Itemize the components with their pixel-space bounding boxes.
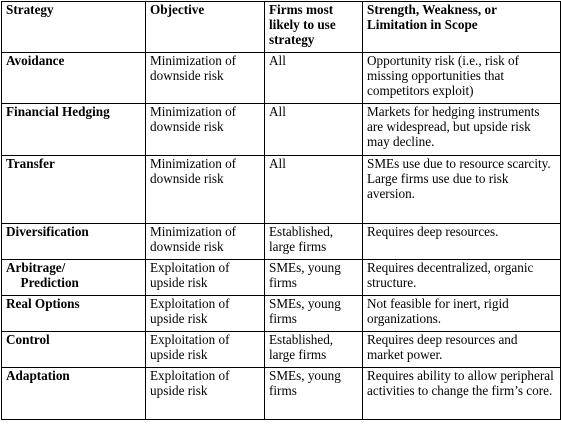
table-row: Financial Hedging Minimization of downsi… <box>1 103 561 156</box>
objective-cell: Minimization of downside risk <box>145 155 265 224</box>
table-row: Arbitrage/Prediction Exploitation of ups… <box>1 259 561 296</box>
strategy-cell: Arbitrage/Prediction <box>1 259 146 296</box>
table-row: Control Exploitation of upside risk Esta… <box>1 331 561 368</box>
table-row: Transfer Minimization of downside risk A… <box>1 155 561 224</box>
strategy-cell: Financial Hedging <box>1 103 146 156</box>
scope-cell: Requires deep resources. <box>362 223 561 260</box>
firms-cell: SMEs, young firms <box>264 259 363 296</box>
header-objective: Objective <box>145 1 265 53</box>
firms-cell: SMEs, young firms <box>264 295 363 332</box>
header-scope: Strength, Weakness, or Limitation in Sco… <box>362 1 561 53</box>
table-row: Avoidance Minimization of downside risk … <box>1 52 561 104</box>
firms-cell: SMEs, young firms <box>264 367 363 420</box>
scope-cell: Requires decentralized, organic structur… <box>362 259 561 296</box>
strategy-cell: Transfer <box>1 155 146 224</box>
objective-cell: Minimization of downside risk <box>145 223 265 260</box>
scope-cell: Markets for hedging instruments are wide… <box>362 103 561 156</box>
firms-cell: Established, large firms <box>264 331 363 368</box>
strategy-cell: Control <box>1 331 146 368</box>
objective-cell: Minimization of downside risk <box>145 52 265 104</box>
scope-cell: Requires ability to allow peripheral act… <box>362 367 561 420</box>
strategy-cell: Avoidance <box>1 52 146 104</box>
strategy-line-2: Prediction <box>20 275 79 291</box>
risk-strategy-table: Strategy Objective Firms most likely to … <box>1 1 561 420</box>
header-firms: Firms most likely to use strategy <box>264 1 363 53</box>
strategy-cell: Diversification <box>1 223 146 260</box>
objective-cell: Minimization of downside risk <box>145 103 265 156</box>
table-row: Real Options Exploitation of upside risk… <box>1 295 561 332</box>
firms-cell: Established, large firms <box>264 223 363 260</box>
firms-cell: All <box>264 155 363 224</box>
objective-cell: Exploitation of upside risk <box>145 259 265 296</box>
scope-cell: Not feasible for inert, rigid organizati… <box>362 295 561 332</box>
strategy-line-1: Arbitrage/ <box>6 260 66 276</box>
table-row: Diversification Minimization of downside… <box>1 223 561 260</box>
table-row: Adaptation Exploitation of upside risk S… <box>1 367 561 420</box>
scope-cell: SMEs use due to resource scarcity. Large… <box>362 155 561 224</box>
objective-cell: Exploitation of upside risk <box>145 331 265 368</box>
objective-cell: Exploitation of upside risk <box>145 295 265 332</box>
scope-cell: Requires deep resources and market power… <box>362 331 561 368</box>
strategy-cell: Real Options <box>1 295 146 332</box>
objective-cell: Exploitation of upside risk <box>145 367 265 420</box>
firms-cell: All <box>264 52 363 104</box>
firms-cell: All <box>264 103 363 156</box>
header-row: Strategy Objective Firms most likely to … <box>1 1 561 53</box>
scope-cell: Opportunity risk (i.e., risk of missing … <box>362 52 561 104</box>
header-strategy: Strategy <box>1 1 146 53</box>
strategy-cell: Adaptation <box>1 367 146 420</box>
